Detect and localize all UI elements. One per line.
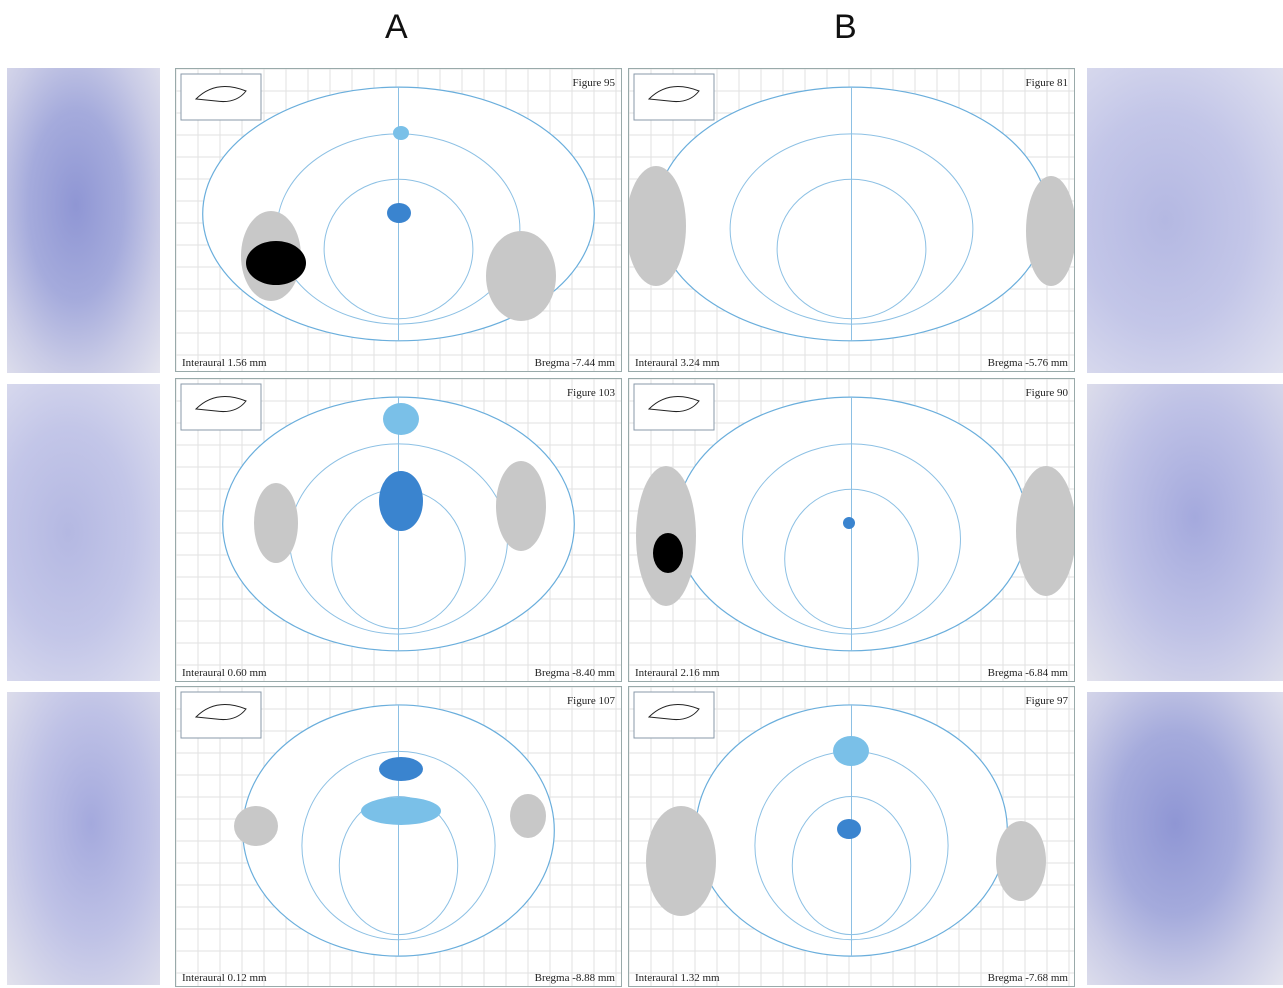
atlas-panel: Figure 103 Interaural 0.60 mm Bregma -8.40… — [175, 378, 622, 682]
inset — [181, 692, 261, 738]
figure-number: Figure 103 — [567, 387, 615, 399]
lesion-extent — [254, 483, 298, 563]
lesion-core — [246, 241, 306, 285]
figure-number: Figure 90 — [1026, 387, 1068, 399]
micrograph — [1087, 384, 1283, 681]
atlas-drawing — [176, 687, 621, 986]
inset — [634, 74, 714, 120]
figure-number: Figure 95 — [573, 77, 615, 89]
column-heading: A — [385, 8, 408, 47]
micrograph — [1087, 68, 1283, 373]
highlighted-nucleus — [387, 203, 411, 223]
lesion-core — [653, 533, 683, 573]
column-heading: B — [834, 8, 857, 47]
highlighted-nucleus — [843, 517, 855, 529]
interaural-label: Interaural 1.32 mm — [635, 972, 720, 984]
bregma-label: Bregma -6.84 mm — [988, 667, 1068, 679]
highlighted-nucleus — [393, 126, 409, 140]
interaural-label: Interaural 2.16 mm — [635, 667, 720, 679]
lesion-extent — [486, 231, 556, 321]
bregma-label: Bregma -7.44 mm — [535, 357, 615, 369]
figure-number: Figure 81 — [1026, 77, 1068, 89]
highlighted-nucleus — [383, 403, 419, 435]
atlas-drawing — [176, 69, 621, 371]
bregma-label: Bregma -8.40 mm — [535, 667, 615, 679]
bregma-label: Bregma -5.76 mm — [988, 357, 1068, 369]
lesion-extent — [996, 821, 1046, 901]
atlas-panel: Figure 90 Interaural 2.16 mm Bregma -6.84 … — [628, 378, 1075, 682]
figure-number: Figure 107 — [567, 695, 615, 707]
micrograph — [7, 692, 160, 985]
micrograph — [1087, 692, 1283, 985]
atlas-panel: Figure 97 Interaural 1.32 mm Bregma -7.68 … — [628, 686, 1075, 987]
atlas-panel: Figure 95 Interaural 1.56 mm Bregma -7.44 … — [175, 68, 622, 372]
micrograph — [7, 384, 160, 681]
highlighted-nucleus — [837, 819, 861, 839]
figure-number: Figure 97 — [1026, 695, 1068, 707]
inset — [181, 384, 261, 430]
highlighted-nucleus — [833, 736, 869, 766]
lesion-extent — [1026, 176, 1074, 286]
lesion-extent — [234, 806, 278, 846]
bregma-label: Bregma -8.88 mm — [535, 972, 615, 984]
bregma-label: Bregma -7.68 mm — [988, 972, 1068, 984]
highlighted-nucleus — [379, 471, 423, 531]
interaural-label: Interaural 0.12 mm — [182, 972, 267, 984]
atlas-panel: Figure 107 Interaural 0.12 mm Bregma -8.88… — [175, 686, 622, 987]
lesion-extent — [1016, 466, 1074, 596]
figure: {"columns": [ {"heading": "A", "panels":… — [0, 0, 1283, 988]
atlas-panel: Figure 81 Interaural 3.24 mm Bregma -5.76 … — [628, 68, 1075, 372]
inset — [634, 384, 714, 430]
lesion-extent — [496, 461, 546, 551]
highlighted-nucleus — [361, 797, 441, 825]
inset — [181, 74, 261, 120]
lesion-extent — [646, 806, 716, 916]
interaural-label: Interaural 3.24 mm — [635, 357, 720, 369]
micrograph — [7, 68, 160, 373]
highlighted-nucleus — [379, 757, 423, 781]
lesion-extent — [510, 794, 546, 838]
atlas-drawing — [629, 379, 1074, 681]
interaural-label: Interaural 1.56 mm — [182, 357, 267, 369]
interaural-label: Interaural 0.60 mm — [182, 667, 267, 679]
atlas-drawing — [629, 687, 1074, 986]
atlas-drawing — [629, 69, 1074, 371]
inset — [634, 692, 714, 738]
atlas-drawing — [176, 379, 621, 681]
